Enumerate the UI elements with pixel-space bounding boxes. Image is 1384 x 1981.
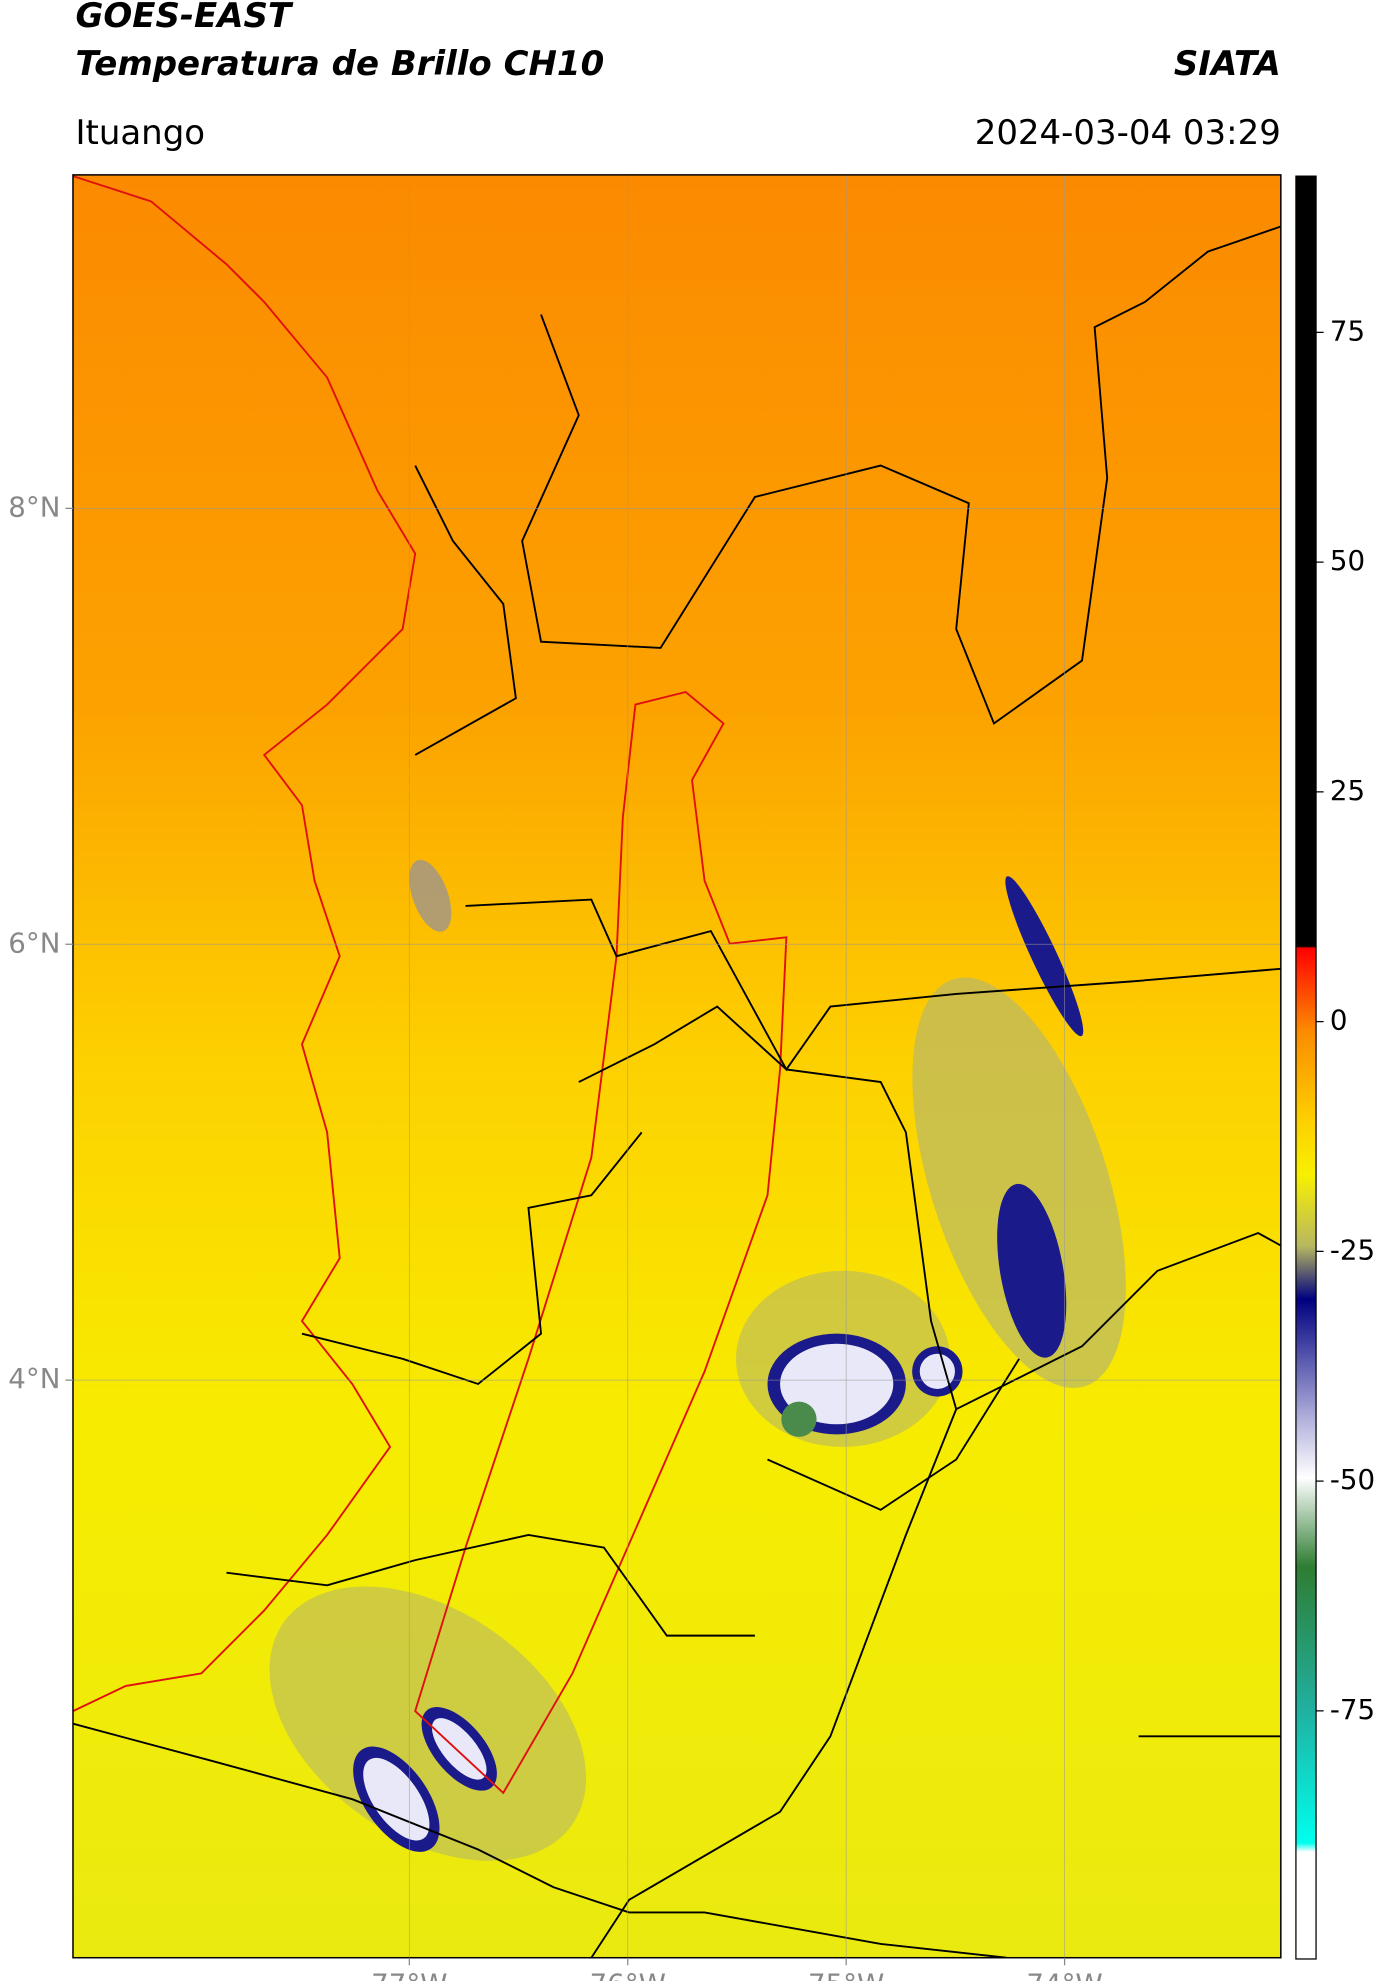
colorbar-tick-label: 0 <box>1330 1004 1348 1037</box>
x-tick-label: 76°W <box>590 1967 666 1981</box>
y-tick-label: 8°N <box>8 490 60 523</box>
datetime: 2024-03-04 03:29 <box>975 113 1281 153</box>
y-tick-label: 6°N <box>8 926 60 959</box>
map <box>72 174 1281 1958</box>
colorbar-tick-label: -75 <box>1330 1693 1375 1726</box>
x-tick-label: 74°W <box>1026 1967 1102 1981</box>
title: GOES-EAST <box>75 0 293 36</box>
x-tick-label: 75°W <box>808 1967 884 1981</box>
source: SIATA <box>1174 44 1281 84</box>
colorbar-tick-label: 25 <box>1330 774 1365 807</box>
location: Ituango <box>75 113 205 153</box>
colorbar-tick-label: 50 <box>1330 544 1365 577</box>
map-frame <box>72 174 1282 1959</box>
map-background <box>72 174 1281 1958</box>
x-tick-label: 77°W <box>371 1967 447 1981</box>
borders <box>72 175 1281 1958</box>
colorbar-tick-label: -25 <box>1330 1233 1375 1266</box>
colorbar-tick-label: 75 <box>1330 314 1365 347</box>
y-tick-label: 4°N <box>8 1362 60 1395</box>
colorbar-tick-label: -50 <box>1330 1463 1375 1496</box>
colorbar <box>1295 175 1317 1960</box>
subtitle: Temperatura de Brillo CH10 <box>75 44 604 84</box>
